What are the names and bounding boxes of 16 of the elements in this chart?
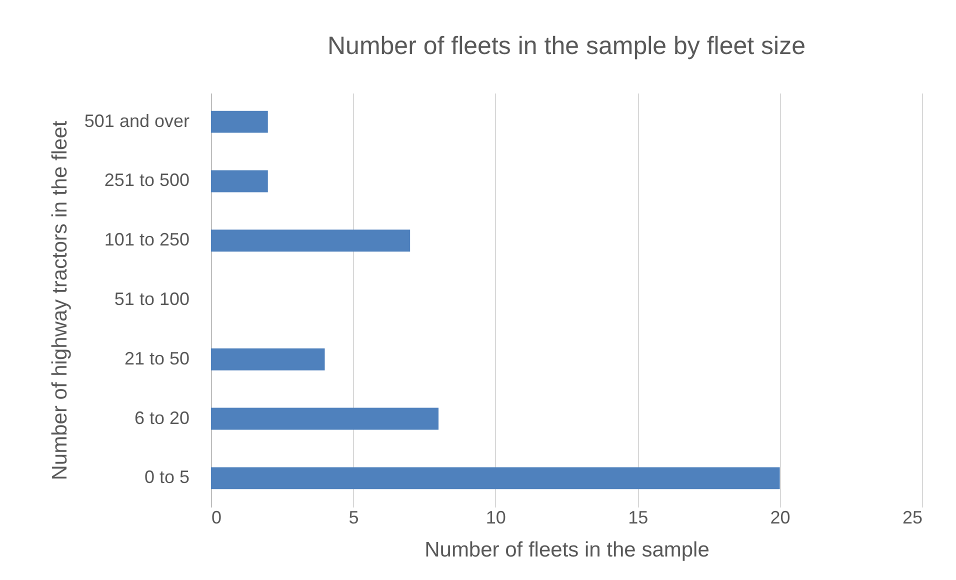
x-tick-label: 25: [902, 508, 922, 528]
x-tick-label: 0: [212, 508, 222, 528]
x-tick-label: 10: [486, 508, 506, 528]
y-tick-label: 0 to 5: [144, 467, 190, 488]
y-tick-label: 6 to 20: [134, 408, 190, 428]
x-axis-title: Number of fleets in the sample: [424, 538, 710, 562]
y-tick-label: 251 to 500: [104, 170, 190, 190]
y-tick-label: 101 to 250: [104, 230, 190, 250]
x-tick-label: 15: [628, 508, 648, 528]
chart-title: Number of fleets in the sample by fleet size: [327, 32, 806, 60]
y-axis-title: Number of highway tractors in the fleet: [48, 120, 72, 480]
y-tick-label: 21 to 50: [124, 348, 190, 368]
x-tick-label: 5: [348, 508, 359, 528]
x-tick-label: 20: [770, 508, 790, 528]
y-tick-label: 501 and over: [84, 110, 190, 131]
y-tick-label: 51 to 100: [114, 289, 190, 309]
